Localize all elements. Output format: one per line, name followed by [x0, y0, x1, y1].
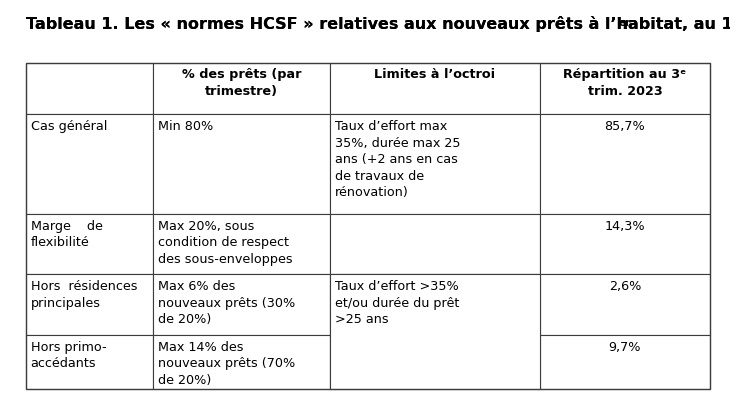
- Text: Marge    de
flexibilité: Marge de flexibilité: [31, 219, 102, 249]
- Bar: [26, 214, 153, 274]
- Bar: [540, 274, 710, 335]
- Text: er: er: [618, 18, 631, 28]
- Bar: [153, 274, 329, 335]
- Text: Tableau 1. Les « normes HCSF » relatives aux nouveaux prêts à l’habitat, au 1ᵉʳ : Tableau 1. Les « normes HCSF » relatives…: [26, 16, 730, 31]
- Bar: [329, 274, 540, 335]
- Bar: [26, 63, 710, 389]
- Text: Hors  résidences
principales: Hors résidences principales: [31, 279, 137, 309]
- Bar: [540, 63, 710, 115]
- Bar: [540, 115, 710, 214]
- Text: Tableau 1. Les « normes HCSF » relatives aux nouveaux prêts à l’habitat, au 1ᵉʳ : Tableau 1. Les « normes HCSF » relatives…: [26, 16, 730, 31]
- Bar: [153, 335, 329, 389]
- Text: Tableau 1. Les « normes HCSF » relatives aux nouveaux prêts à l’habitat, au 1: Tableau 1. Les « normes HCSF » relatives…: [26, 16, 730, 31]
- Text: 14,3%: 14,3%: [604, 219, 645, 232]
- Bar: [26, 115, 153, 214]
- Text: 9,7%: 9,7%: [609, 340, 641, 353]
- Text: Max 20%, sous
condition de respect
des sous-enveloppes: Max 20%, sous condition de respect des s…: [158, 219, 293, 265]
- Bar: [329, 115, 540, 214]
- Text: % des prêts (par
trimestre): % des prêts (par trimestre): [182, 68, 301, 98]
- Text: 2,6%: 2,6%: [609, 279, 641, 292]
- Text: Limites à l’octroi: Limites à l’octroi: [374, 68, 496, 81]
- Text: Taux d’effort max
35%, durée max 25
ans (+2 ans en cas
de travaux de
rénovation): Taux d’effort max 35%, durée max 25 ans …: [334, 120, 460, 199]
- Text: Répartition au 3ᵉ
trim. 2023: Répartition au 3ᵉ trim. 2023: [564, 68, 686, 98]
- Text: 85,7%: 85,7%: [604, 120, 645, 133]
- Bar: [26, 63, 153, 115]
- Bar: [329, 63, 540, 115]
- Bar: [153, 63, 329, 115]
- Text: Cas général: Cas général: [31, 120, 107, 133]
- Bar: [153, 214, 329, 274]
- Bar: [540, 214, 710, 274]
- Bar: [153, 115, 329, 214]
- Bar: [329, 274, 540, 389]
- Text: Max 14% des
nouveaux prêts (70%
de 20%): Max 14% des nouveaux prêts (70% de 20%): [158, 340, 296, 386]
- Text: Min 80%: Min 80%: [158, 120, 214, 133]
- Bar: [26, 274, 153, 335]
- Bar: [26, 335, 153, 389]
- Text: Taux d’effort >35%
et/ou durée du prêt
>25 ans: Taux d’effort >35% et/ou durée du prêt >…: [334, 279, 459, 326]
- Bar: [540, 335, 710, 389]
- Text: Max 6% des
nouveaux prêts (30%
de 20%): Max 6% des nouveaux prêts (30% de 20%): [158, 279, 296, 326]
- Bar: [329, 335, 540, 389]
- Bar: [329, 214, 540, 274]
- Text: Hors primo-
accédants: Hors primo- accédants: [31, 340, 107, 369]
